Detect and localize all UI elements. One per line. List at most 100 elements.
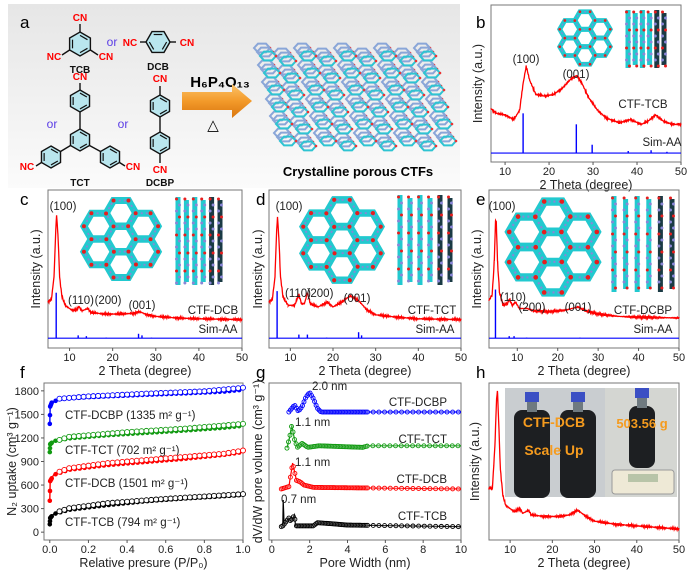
nitrile-label: CN [153,165,167,176]
nitrogen-atom [133,211,138,216]
data-point [290,464,296,469]
data-line [47,215,243,324]
desorption-point [196,388,203,395]
x-tick-label: 10 [504,544,516,556]
x-tick-label: 40 [631,166,643,178]
lattice-hexagon [391,114,411,126]
series-label: CTF-TCB [398,511,448,523]
lattice-hexagon [382,67,402,79]
x-axis-label: 2 Theta (degree) [540,178,633,192]
desorption-point [138,457,145,464]
lattice-node [282,88,286,92]
lattice-hexagon [267,97,287,109]
data-point [438,486,444,492]
data-point [290,429,296,435]
lattice-hexagon [338,50,358,62]
pore-structure-top-view [556,9,614,67]
x-tick-label: 50 [236,352,248,364]
chart-panel-d: d 10 20 30 40 50 2 Theta (degree) Intensity (a.… [251,189,467,378]
desorption-point [56,436,63,443]
desorption-point [172,389,179,396]
data-point [381,443,387,449]
lattice-hexagon [423,80,443,92]
lattice-hexagon [315,51,335,63]
ctf-lattice-illustration [252,42,458,152]
adsorption-point [49,400,55,405]
x-tick-label: 20 [552,352,564,364]
desorption-point [240,447,246,454]
nitrogen-atom [594,229,600,235]
data-point [382,523,388,529]
lattice-node [290,122,294,126]
benzene-ring-icon [149,131,171,155]
nitrogen-atom [563,54,567,57]
nitrogen-atom [355,264,360,269]
nitrogen-atom [104,262,109,267]
desorption-point [95,461,102,468]
data-point [444,524,450,529]
desorption-point [215,492,222,499]
benzene-ring-icon [40,145,62,169]
desorption-point [119,499,126,505]
lattice-node [374,139,378,143]
lattice-hexagon [415,136,435,148]
stacked-layer [661,13,667,65]
data-point [292,437,297,442]
desorption-point [230,491,237,498]
lattice-node [394,144,398,148]
desorption-point [186,494,193,501]
y-tick-label: 300 [21,504,39,516]
lattice-hexagon [359,68,379,80]
nitrile-label: CN [73,13,87,24]
desorption-point [133,457,140,464]
series-ctf-tcb: CTF-TCB (794 m² g⁻¹) [47,491,246,529]
nitrogen-atom [301,251,306,256]
data-point [455,486,461,492]
adsorption-point [47,498,53,504]
nitrogen-atom [515,244,521,250]
series-label: CTF-DCB (1501 m² g⁻¹) [65,478,188,490]
x-axis-label: 2 Theta (degree) [99,364,192,378]
lattice-hexagon [318,55,338,67]
lattice-hexagon [398,135,418,147]
lattice-hexagon [418,50,438,62]
y-axis-label: Intensity (a.u.) [470,229,484,308]
nitrogen-atom [111,198,116,203]
lattice-hexagon [279,68,299,80]
lattice-node [334,139,338,143]
panel-letter-d: d [256,190,265,209]
nitrogen-atom [585,214,591,219]
nitrogen-atom [578,28,582,31]
data-point [287,474,293,480]
data-point [370,485,376,491]
lattice-hexagon [291,119,311,131]
bottle-icon [629,406,655,468]
y-tick-label: 1500 [15,409,39,421]
nitrogen-atom [541,290,547,295]
nitrogen-atom [378,251,383,256]
nitrogen-atom [89,211,94,216]
series-label: Sim-AA [643,137,682,149]
y-tick-label: 1800 [15,386,39,398]
data-point [450,486,456,492]
pore-structure-top-view [504,197,602,297]
adsorption-point [47,421,53,427]
desorption-point [211,492,217,499]
desorption-point [162,495,169,502]
product-caption: Crystalline porous CTFs [283,164,433,179]
desorption-point [66,433,73,440]
desorption-point [206,423,213,430]
lattice-hexagon [342,67,362,79]
lattice-hexagon [378,140,398,152]
desorption-point [230,421,237,428]
lattice-hexagon [319,68,339,80]
desorption-point [95,501,102,508]
series-ctf-tcb: CTF-TCB 0.7 nm [278,494,461,530]
data-point [387,485,393,491]
lattice-hexagon [255,46,275,58]
bond-line [60,144,71,153]
adsorption-point [49,513,55,519]
data-point [449,443,455,449]
x-tick-label: 20 [543,166,555,178]
